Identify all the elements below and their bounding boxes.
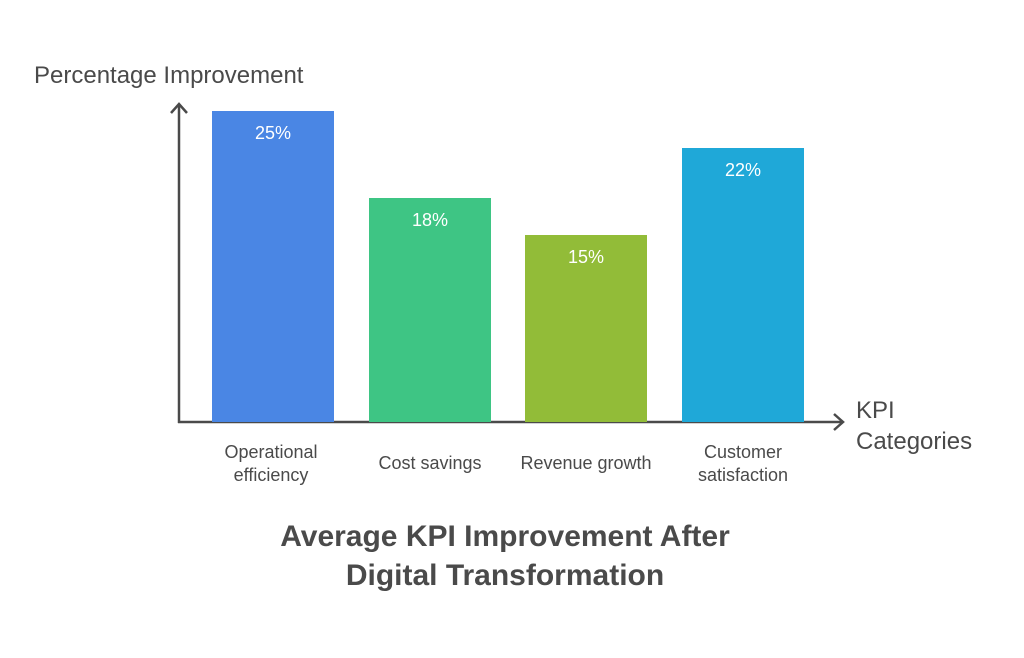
y-axis-arrow-icon [170, 102, 188, 423]
x-axis-arrow-icon [178, 413, 845, 431]
category-label-operational-efficiency: Operational efficiency [196, 441, 346, 487]
x-axis-label-line: KPI [856, 397, 895, 424]
category-label-customer-satisfaction: Customer satisfaction [668, 441, 818, 487]
x-axis-label-line: Categories [856, 428, 973, 455]
bar-revenue-growth: 15% [525, 235, 647, 422]
chart-title-line: Digital Transformation [345, 559, 665, 592]
category-label-line: Cost savings [378, 453, 482, 473]
category-label-cost-savings: Cost savings [355, 452, 505, 475]
category-label-revenue-growth: Revenue growth [506, 452, 666, 475]
category-label-line: Revenue growth [520, 453, 652, 473]
category-label-line: satisfaction [697, 465, 789, 485]
bar-cost-savings: 18% [369, 198, 491, 422]
chart-title-line: Average KPI Improvement After [280, 520, 730, 553]
y-axis-label: Percentage Improvement [34, 62, 304, 89]
bar-value-label: 22% [724, 160, 762, 181]
category-label-line: Customer [703, 442, 783, 462]
bar-operational-efficiency: 25% [212, 111, 334, 422]
bar-customer-satisfaction: 22% [682, 148, 804, 422]
category-label-line: efficiency [233, 465, 309, 485]
bar-value-label: 18% [411, 210, 449, 231]
bar-value-label: 15% [567, 247, 605, 268]
bar-value-label: 25% [254, 123, 292, 143]
chart-title: Average KPI Improvement After Digital Tr… [0, 517, 1010, 595]
category-label-line: Operational [224, 442, 318, 462]
x-axis-label: KPI Categories [856, 395, 972, 457]
